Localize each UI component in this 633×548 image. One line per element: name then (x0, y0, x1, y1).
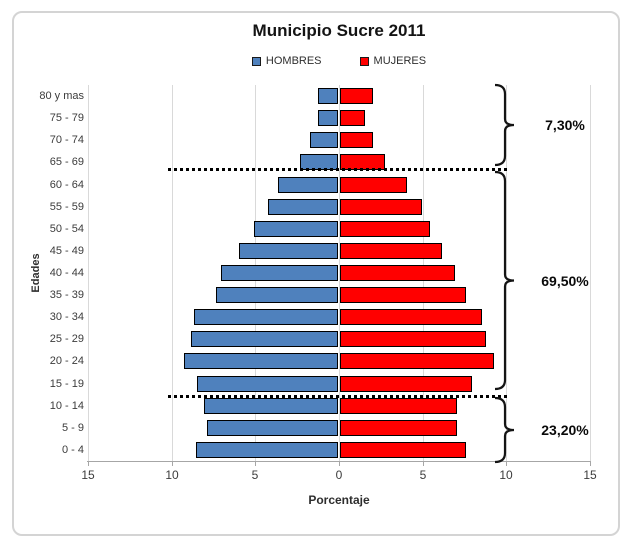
gridline (88, 85, 89, 461)
bar-hombres (216, 287, 338, 303)
bar-hombres (268, 199, 338, 215)
age-label: 25 - 29 (49, 333, 84, 345)
bar-mujeres (340, 376, 472, 392)
plot-area: 7,30% 69,50% 23,20% (87, 83, 591, 466)
gridline (506, 85, 507, 461)
x-axis-tick (255, 462, 256, 466)
legend-entry-hombres: HOMBRES (251, 55, 322, 67)
bar-hombres (207, 420, 338, 436)
group-bracket (494, 170, 515, 391)
x-tick-label: 0 (335, 468, 343, 482)
bar-hombres (318, 88, 338, 104)
group-bracket (494, 83, 515, 167)
age-label: 30 - 34 (49, 311, 84, 323)
bar-hombres (196, 442, 338, 458)
legend-label-hombres: HOMBRES (265, 55, 322, 67)
age-label: 75 - 79 (49, 112, 84, 124)
percentage-annotation: 69,50% (541, 272, 589, 289)
gridline (590, 85, 591, 461)
bar-mujeres (340, 398, 457, 414)
x-tick-label: 10 (499, 468, 513, 482)
bar-mujeres (340, 353, 494, 369)
bar-mujeres (340, 199, 422, 215)
x-axis-tick (423, 462, 424, 466)
gridline (172, 85, 173, 461)
age-label: 60 - 64 (49, 179, 84, 191)
age-label: 5 - 9 (61, 422, 84, 434)
bar-mujeres (340, 420, 457, 436)
bar-hombres (254, 221, 338, 237)
bar-mujeres (340, 442, 466, 458)
bar-hombres (310, 132, 338, 148)
bar-hombres (204, 398, 338, 414)
bar-hombres (221, 265, 338, 281)
bar-hombres (278, 177, 338, 193)
age-label: 80 y mas (39, 90, 84, 102)
x-axis-tick (172, 462, 173, 466)
x-axis-line (87, 461, 591, 462)
bar-mujeres (340, 132, 373, 148)
bar-mujeres (340, 287, 466, 303)
bar-hombres (191, 331, 338, 347)
x-axis-title: Porcentaje (308, 493, 370, 507)
percentage-annotation: 23,20% (541, 422, 589, 438)
x-tick-label: 5 (251, 468, 259, 482)
bar-hombres (184, 353, 338, 369)
age-label: 70 - 74 (49, 134, 84, 146)
legend-swatch-mujeres-icon (359, 56, 369, 66)
bar-mujeres (340, 88, 373, 104)
legend-label-mujeres: MUJERES (373, 55, 427, 67)
x-tick-label: 15 (81, 468, 95, 482)
x-tick-label: 10 (165, 468, 179, 482)
x-tick-label: 15 (583, 468, 597, 482)
age-label: 45 - 49 (49, 245, 84, 257)
bar-hombres (318, 110, 338, 126)
dotted-separator-line (168, 168, 508, 171)
bar-mujeres (340, 243, 442, 259)
bar-mujeres (340, 331, 486, 347)
chart-title: Municipio Sucre 2011 (252, 21, 426, 40)
x-axis-tick (339, 462, 340, 466)
age-label: 10 - 14 (49, 400, 84, 412)
age-label: 65 - 69 (49, 156, 84, 168)
legend-entry-mujeres: MUJERES (359, 55, 427, 67)
bar-mujeres (340, 110, 365, 126)
bar-hombres (197, 376, 338, 392)
bar-mujeres (340, 221, 430, 237)
gridline (339, 85, 340, 461)
bar-mujeres (340, 309, 482, 325)
group-bracket (494, 396, 515, 464)
bar-mujeres (340, 265, 455, 281)
legend: HOMBRES MUJERES (88, 55, 590, 67)
age-label: 15 - 19 (49, 378, 84, 390)
x-tick-label: 5 (419, 468, 427, 482)
bar-hombres (194, 309, 338, 325)
legend-swatch-hombres-icon (251, 56, 261, 66)
x-axis-tick (590, 462, 591, 466)
x-axis-tick (506, 462, 507, 466)
age-label: 55 - 59 (49, 201, 84, 213)
x-axis-tick (88, 462, 89, 466)
percentage-annotation: 7,30% (545, 117, 585, 133)
age-label: 50 - 54 (49, 223, 84, 235)
bar-mujeres (340, 177, 407, 193)
dotted-separator-line (168, 395, 508, 398)
bar-hombres (239, 243, 338, 259)
age-label: 35 - 39 (49, 289, 84, 301)
age-label: 40 - 44 (49, 267, 84, 279)
age-label: 20 - 24 (49, 355, 84, 367)
age-label: 0 - 4 (61, 444, 84, 456)
